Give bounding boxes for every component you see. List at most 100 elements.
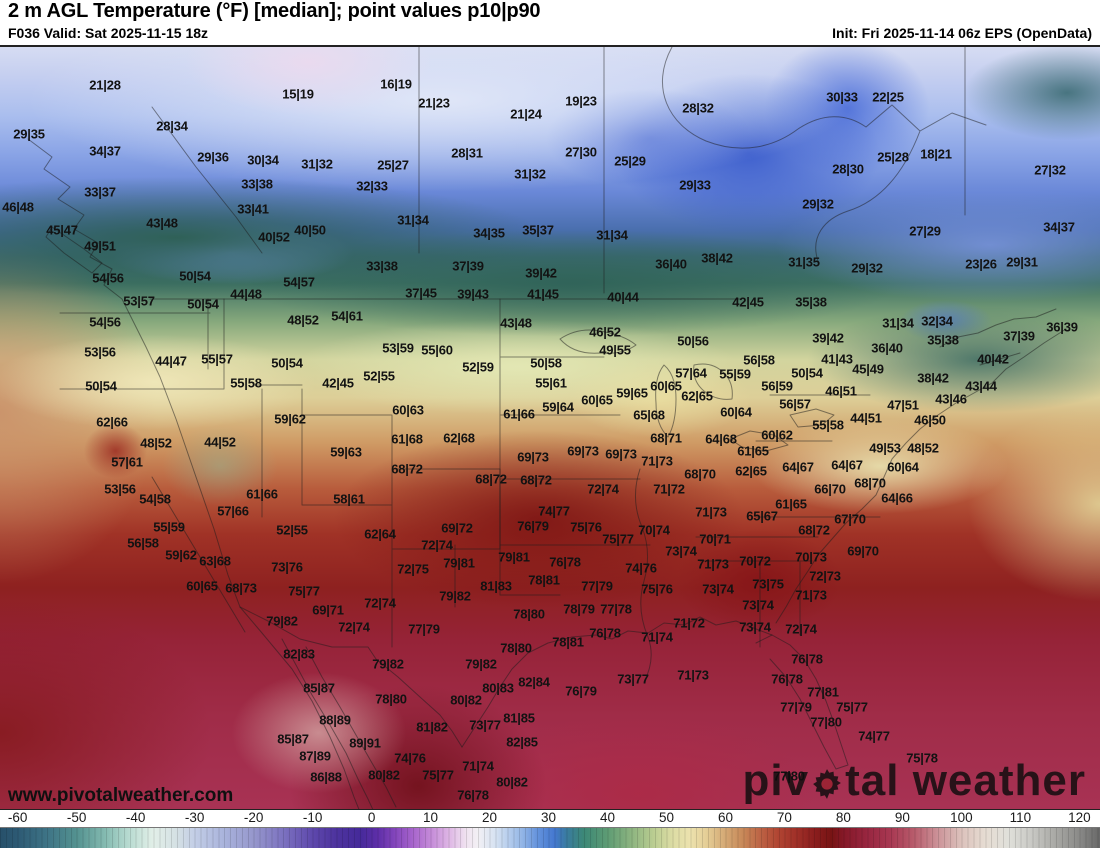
- colorbar-tick-label: 100: [950, 810, 973, 825]
- point-value-label: 62|68: [443, 430, 475, 446]
- point-value-label: 31|34: [882, 315, 914, 331]
- point-value-label: 16|19: [380, 76, 412, 92]
- point-value-label: 45|47: [46, 222, 78, 238]
- point-value-label: 72|74: [785, 621, 817, 637]
- point-value-label: 44|47: [155, 353, 187, 369]
- point-value-label: 27|29: [909, 223, 941, 239]
- point-value-label: 28|32: [682, 100, 714, 116]
- point-value-label: 75|77: [836, 699, 868, 715]
- point-value-label: 76|78: [771, 671, 803, 687]
- point-value-label: 81|85: [503, 710, 535, 726]
- point-value-label: 64|68: [705, 431, 737, 447]
- mississippi-river: [635, 468, 652, 683]
- colorbar: -60 -50 -40 -30 -20 -10 0 10 20 30 40 50 60 70 80 90 100…: [0, 810, 1100, 850]
- point-value-label: 25|28: [877, 149, 909, 165]
- point-value-label: 69|72: [441, 520, 473, 536]
- point-value-label: 23|26: [965, 256, 997, 272]
- point-value-label: 68|70: [684, 466, 716, 482]
- point-value-label: 22|25: [872, 89, 904, 105]
- maritimes-coast: [939, 308, 1057, 366]
- colorbar-tick-label: -30: [184, 810, 205, 825]
- point-value-label: 82|83: [283, 646, 315, 662]
- point-value-label: 72|74: [364, 595, 396, 611]
- colorbar-tick-label: 70: [776, 810, 792, 825]
- point-value-label: 31|34: [596, 227, 628, 243]
- point-value-label: 68|73: [225, 580, 257, 596]
- point-value-label: 53|59: [382, 340, 414, 356]
- point-value-label: 33|37: [84, 184, 116, 200]
- point-value-label: 49|53: [869, 440, 901, 456]
- colorbar-tick-label: 110: [1009, 810, 1032, 825]
- point-value-label: 72|74: [338, 619, 370, 635]
- point-value-label: 75|77: [422, 767, 454, 783]
- point-value-label: 31|34: [397, 212, 429, 228]
- colorbar-gradient: [0, 828, 1100, 848]
- gulf-coastline: [461, 616, 773, 748]
- point-value-label: 40|52: [258, 229, 290, 245]
- point-value-label: 85|87: [303, 680, 335, 696]
- point-value-label: 37|39: [1003, 328, 1035, 344]
- point-value-label: 42|45: [732, 294, 764, 310]
- colorbar-tick-label: 30: [541, 810, 557, 825]
- point-value-label: 73|74: [702, 581, 734, 597]
- point-value-label: 77|79: [780, 699, 812, 715]
- point-value-label: 38|42: [701, 250, 733, 266]
- point-value-label: 21|24: [510, 106, 542, 122]
- colorbar-tick-label: -10: [302, 810, 323, 825]
- point-value-label: 76|78: [549, 554, 581, 570]
- point-value-label: 71|73: [641, 453, 673, 469]
- point-value-label: 21|28: [89, 77, 121, 93]
- point-value-label: 50|58: [530, 355, 562, 371]
- point-value-label: 64|66: [881, 490, 913, 506]
- point-value-label: 86|88: [310, 769, 342, 785]
- hudson-bay-coast: [662, 47, 987, 262]
- lake-erie: [729, 430, 789, 452]
- point-value-label: 28|34: [156, 118, 188, 134]
- point-value-label: 43|44: [965, 378, 997, 394]
- point-value-label: 43|46: [935, 391, 967, 407]
- point-value-label: 74|77: [538, 503, 570, 519]
- point-value-label: 55|58: [812, 417, 844, 433]
- point-value-label: 69|73: [567, 443, 599, 459]
- valid-time-label: F036 Valid: Sat 2025-11-15 18z: [8, 25, 209, 41]
- point-value-label: 55|58: [230, 375, 262, 391]
- point-value-label: 61|68: [391, 431, 423, 447]
- point-value-label: 53|56: [84, 344, 116, 360]
- point-value-label: 36|39: [1046, 319, 1078, 335]
- point-value-label: 77|78: [600, 601, 632, 617]
- colorbar-tick-label: -50: [66, 810, 87, 825]
- temperature-fill-field: [0, 47, 1100, 809]
- point-value-label: 62|64: [364, 526, 396, 542]
- point-value-label: 64|67: [831, 457, 863, 473]
- point-value-label: 57|66: [217, 503, 249, 519]
- point-value-label: 60|65: [581, 392, 613, 408]
- point-value-label: 30|33: [826, 89, 858, 105]
- point-value-label: 57|61: [111, 454, 143, 470]
- point-value-label: 43|48: [500, 315, 532, 331]
- point-value-label: 78|80: [500, 640, 532, 656]
- florida-peninsula: [755, 634, 849, 770]
- point-value-label: 80|82: [368, 767, 400, 783]
- point-value-label: 75|76: [570, 519, 602, 535]
- point-value-label: 79|82: [465, 656, 497, 672]
- point-value-label: 29|32: [851, 260, 883, 276]
- point-value-label: 61|66: [503, 406, 535, 422]
- point-value-label: 43|48: [146, 215, 178, 231]
- lake-ontario: [789, 408, 835, 428]
- point-value-label: 29|31: [1006, 254, 1038, 270]
- point-value-label: 33|38: [366, 258, 398, 274]
- point-value-label: 71|73: [795, 587, 827, 603]
- point-value-label: 54|58: [139, 491, 171, 507]
- point-value-label: 50|54: [187, 296, 219, 312]
- province-borders: [151, 47, 966, 294]
- us-mexico-border: [239, 606, 463, 748]
- point-value-label: 36|40: [871, 340, 903, 356]
- point-value-label: 71|74: [462, 758, 494, 774]
- point-value-label: 68|72: [520, 472, 552, 488]
- point-value-label: 71|72: [673, 615, 705, 631]
- colorbar-tick-label: -40: [125, 810, 146, 825]
- point-value-label: 33|41: [237, 201, 269, 217]
- point-value-label: 61|65: [775, 496, 807, 512]
- point-value-label: 49|55: [599, 342, 631, 358]
- map-title: 2 m AGL Temperature (°F) [median]; point…: [8, 0, 541, 22]
